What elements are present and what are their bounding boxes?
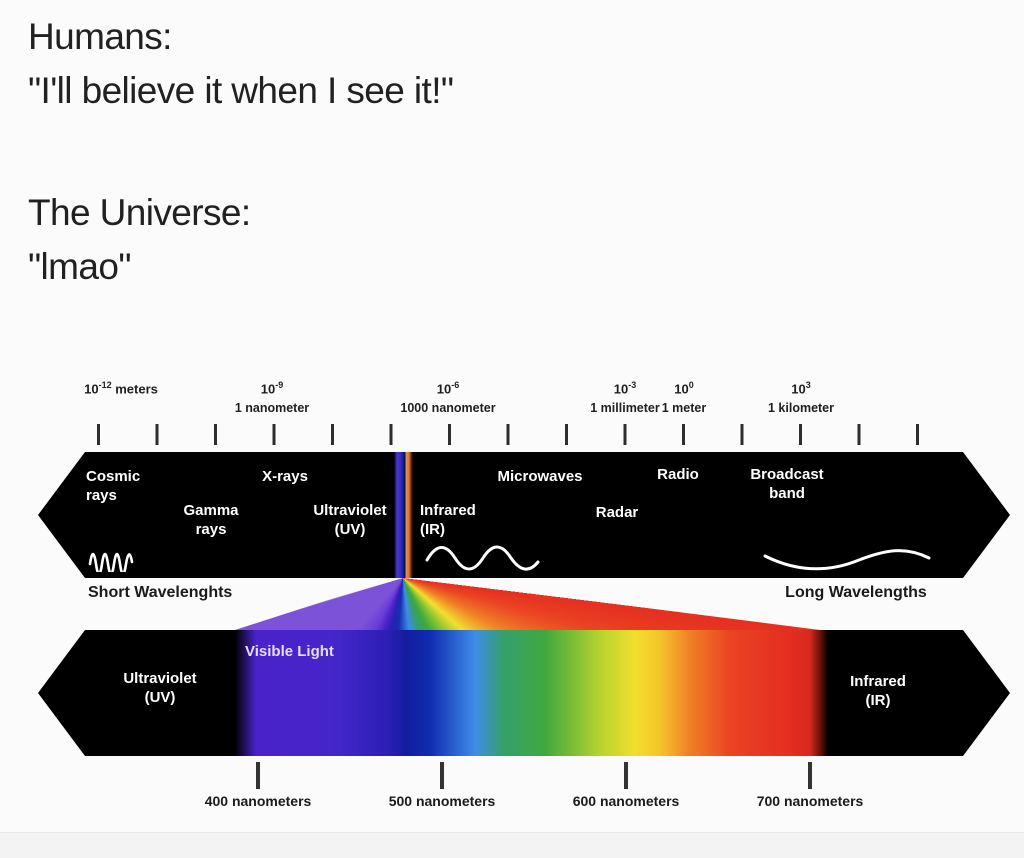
bottom-gray-strip (0, 832, 1024, 858)
wavelength-marker-1e-9: 10-9 1 nanometer (234, 380, 310, 415)
nm-label-600: 600 nanometers (572, 793, 680, 809)
label-visible-light: Visible Light (245, 643, 334, 660)
label-infrared: Infrared (IR) (420, 502, 476, 538)
wavelength-marker-1e3: 103 1 kilometer (767, 380, 835, 415)
label-cosmic-rays: Cosmic rays (86, 468, 141, 504)
label-ultraviolet: Ultraviolet (UV) (313, 502, 387, 538)
meme-line-humans: Humans: (28, 16, 172, 57)
label-uv-lower: Ultraviolet (UV) (123, 670, 197, 706)
label-broadcast-band: Broadcast band (750, 466, 824, 502)
label-ir-lower: Infrared (IR) (850, 673, 906, 709)
bottom-tick-row (256, 762, 814, 789)
long-wave-icon (763, 544, 931, 574)
top-tick-row (97, 424, 919, 445)
long-wavelengths-label: Long Wavelengths (785, 584, 927, 601)
label-microwaves: Microwaves (497, 468, 583, 485)
nm-label-500: 500 nanometers (388, 793, 496, 809)
label-gamma-rays: Gamma rays (183, 502, 239, 538)
wavelength-marker-1e-3: 10-3 1 millimeter (590, 380, 660, 415)
meme-line-universe-quote: "lmao" (28, 246, 131, 287)
label-radio: Radio (657, 466, 699, 483)
short-wavelengths-label: Short Wavelenghts (88, 584, 233, 601)
wavelength-marker-1e-6: 10-6 1000 nanometer (400, 380, 496, 415)
meme-line-humans-quote: "I'll believe it when I see it!" (28, 70, 454, 111)
wavelength-marker-1e-12: 10-12 meters (84, 380, 158, 397)
nm-label-400: 400 nanometers (204, 793, 312, 809)
medium-wave-icon (425, 544, 540, 574)
spectrum-band-full: Cosmic rays Gamma rays X-rays Ultraviole… (38, 452, 1010, 578)
nm-label-700: 700 nanometers (756, 793, 864, 809)
short-wave-icon (88, 540, 140, 572)
label-radar: Radar (595, 504, 639, 521)
spectrum-band-visible: Ultraviolet (UV) Visible Light Infrared … (38, 630, 1010, 756)
label-x-rays: X-rays (262, 468, 308, 485)
meme-line-universe: The Universe: (28, 192, 251, 233)
wavelength-marker-1e0: 100 1 meter (661, 380, 707, 415)
